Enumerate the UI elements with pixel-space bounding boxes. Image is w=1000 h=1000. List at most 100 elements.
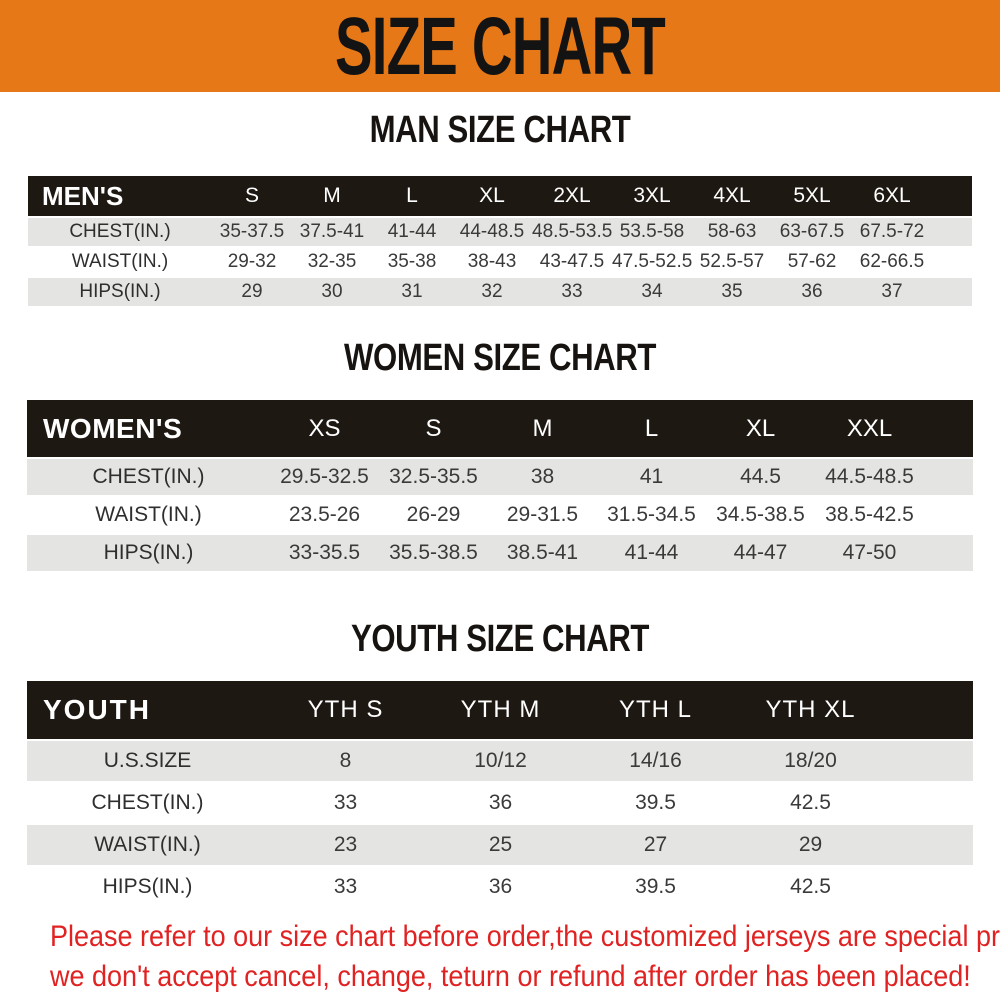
table-row: WAIST(IN.) 23 25 27 29 xyxy=(27,823,973,867)
disclaimer-line-1: Please refer to our size chart before or… xyxy=(50,920,1000,953)
spacer-cell xyxy=(924,457,973,497)
measurement-cell: 23 xyxy=(268,823,423,867)
measurement-cell: 41 xyxy=(597,457,706,497)
table-group-label: MEN'S xyxy=(28,176,212,217)
spacer-cell xyxy=(932,216,972,248)
measurement-cell: 44-47 xyxy=(706,533,815,573)
size-column-header: YTH S xyxy=(268,681,423,740)
spacer-cell xyxy=(888,823,973,867)
measurement-cell: 44.5-48.5 xyxy=(815,457,924,497)
measurement-cell: 33 xyxy=(532,276,612,308)
youth-size-table: YOUTH YTH S YTH M YTH L YTH XL U.S.SIZE 8 10/12… xyxy=(27,681,973,909)
spacer-cell xyxy=(888,739,973,783)
man-size-chart-section: MAN SIZE CHART MEN'S S M L XL 2XL 3XL 4XL 5XL 6XL… xyxy=(0,108,1000,308)
women-section-heading: WOMEN SIZE CHART xyxy=(344,337,656,379)
table-row: U.S.SIZE 8 10/12 14/16 18/20 xyxy=(27,739,973,783)
size-column-header: M xyxy=(292,176,372,217)
size-column-header: S xyxy=(379,400,488,458)
measurement-cell: 42.5 xyxy=(733,781,888,825)
measurement-cell: 33 xyxy=(268,781,423,825)
size-column-header: YTH M xyxy=(423,681,578,740)
measurement-cell: 18/20 xyxy=(733,739,888,783)
spacer-cell xyxy=(932,246,972,278)
measurement-cell: 36 xyxy=(772,276,852,308)
measurement-cell: 35-38 xyxy=(372,246,452,278)
measurement-cell: 37 xyxy=(852,276,932,308)
measurement-cell: 8 xyxy=(268,739,423,783)
measurement-cell: 29-31.5 xyxy=(488,495,597,535)
size-column-header: 2XL xyxy=(532,176,612,217)
table-header-row: YOUTH YTH S YTH M YTH L YTH XL xyxy=(27,681,973,740)
spacer-cell xyxy=(924,533,973,573)
measurement-cell: 27 xyxy=(578,823,733,867)
measurement-cell: 31.5-34.5 xyxy=(597,495,706,535)
measurement-cell: 29 xyxy=(212,276,292,308)
disclaimer-line-2: we don't accept cancel, change, teturn o… xyxy=(50,960,971,993)
measurement-cell: 34.5-38.5 xyxy=(706,495,815,535)
measurement-cell: 33-35.5 xyxy=(270,533,379,573)
measurement-cell: 32-35 xyxy=(292,246,372,278)
measurement-cell: 44.5 xyxy=(706,457,815,497)
measurement-cell: 32 xyxy=(452,276,532,308)
size-column-header: YTH L xyxy=(578,681,733,740)
measurement-cell: 29 xyxy=(733,823,888,867)
measurement-cell: 38.5-42.5 xyxy=(815,495,924,535)
measurement-cell: 63-67.5 xyxy=(772,216,852,248)
page-title: SIZE CHART xyxy=(334,0,666,92)
size-column-header: M xyxy=(488,400,597,458)
measurement-cell: 25 xyxy=(423,823,578,867)
spacer-cell xyxy=(924,495,973,535)
row-label: CHEST(IN.) xyxy=(27,457,270,497)
measurement-cell: 48.5-53.5 xyxy=(532,216,612,248)
row-label: HIPS(IN.) xyxy=(27,865,268,909)
size-column-header: L xyxy=(597,400,706,458)
measurement-cell: 34 xyxy=(612,276,692,308)
spacer-cell xyxy=(888,781,973,825)
table-row: HIPS(IN.) 33-35.5 35.5-38.5 38.5-41 41-44 44-… xyxy=(27,533,973,573)
measurement-cell: 58-63 xyxy=(692,216,772,248)
measurement-cell: 26-29 xyxy=(379,495,488,535)
row-label: HIPS(IN.) xyxy=(27,533,270,573)
women-size-table: WOMEN'S XS S M L XL XXL CHEST(IN.) 29.5-32.5 32.5… xyxy=(27,400,973,573)
measurement-cell: 53.5-58 xyxy=(612,216,692,248)
row-label: CHEST(IN.) xyxy=(27,781,268,825)
size-column-header: 5XL xyxy=(772,176,852,217)
measurement-cell: 36 xyxy=(423,781,578,825)
table-row: CHEST(IN.) 33 36 39.5 42.5 xyxy=(27,781,973,825)
man-size-table: MEN'S S M L XL 2XL 3XL 4XL 5XL 6XL CHEST(IN.) 35-37… xyxy=(28,176,972,308)
measurement-cell: 42.5 xyxy=(733,865,888,909)
size-column-header: XL xyxy=(452,176,532,217)
spacer-cell xyxy=(932,176,972,217)
measurement-cell: 41-44 xyxy=(372,216,452,248)
measurement-cell: 37.5-41 xyxy=(292,216,372,248)
measurement-cell: 23.5-26 xyxy=(270,495,379,535)
size-column-header: 3XL xyxy=(612,176,692,217)
measurement-cell: 52.5-57 xyxy=(692,246,772,278)
disclaimer-note: Please refer to our size chart before or… xyxy=(0,917,1000,997)
measurement-cell: 35-37.5 xyxy=(212,216,292,248)
table-row: HIPS(IN.) 29 30 31 32 33 34 35 36 37 xyxy=(28,276,972,308)
measurement-cell: 35 xyxy=(692,276,772,308)
measurement-cell: 10/12 xyxy=(423,739,578,783)
size-column-header: 4XL xyxy=(692,176,772,217)
row-label: U.S.SIZE xyxy=(27,739,268,783)
measurement-cell: 38-43 xyxy=(452,246,532,278)
measurement-cell: 43-47.5 xyxy=(532,246,612,278)
measurement-cell: 57-62 xyxy=(772,246,852,278)
size-chart-banner: SIZE CHART xyxy=(0,0,1000,92)
row-label: WAIST(IN.) xyxy=(27,495,270,535)
table-row: WAIST(IN.) 29-32 32-35 35-38 38-43 43-47.5 47.… xyxy=(28,246,972,278)
spacer-cell xyxy=(888,681,973,740)
row-label: WAIST(IN.) xyxy=(27,823,268,867)
measurement-cell: 39.5 xyxy=(578,781,733,825)
spacer-cell xyxy=(888,865,973,909)
measurement-cell: 47-50 xyxy=(815,533,924,573)
size-column-header: XXL xyxy=(815,400,924,458)
table-row: WAIST(IN.) 23.5-26 26-29 29-31.5 31.5-34.5 34… xyxy=(27,495,973,535)
measurement-cell: 29-32 xyxy=(212,246,292,278)
measurement-cell: 32.5-35.5 xyxy=(379,457,488,497)
women-size-chart-section: WOMEN SIZE CHART WOMEN'S XS S M L XL XXL CHEST(… xyxy=(0,336,1000,573)
spacer-cell xyxy=(924,400,973,458)
size-column-header: L xyxy=(372,176,452,217)
